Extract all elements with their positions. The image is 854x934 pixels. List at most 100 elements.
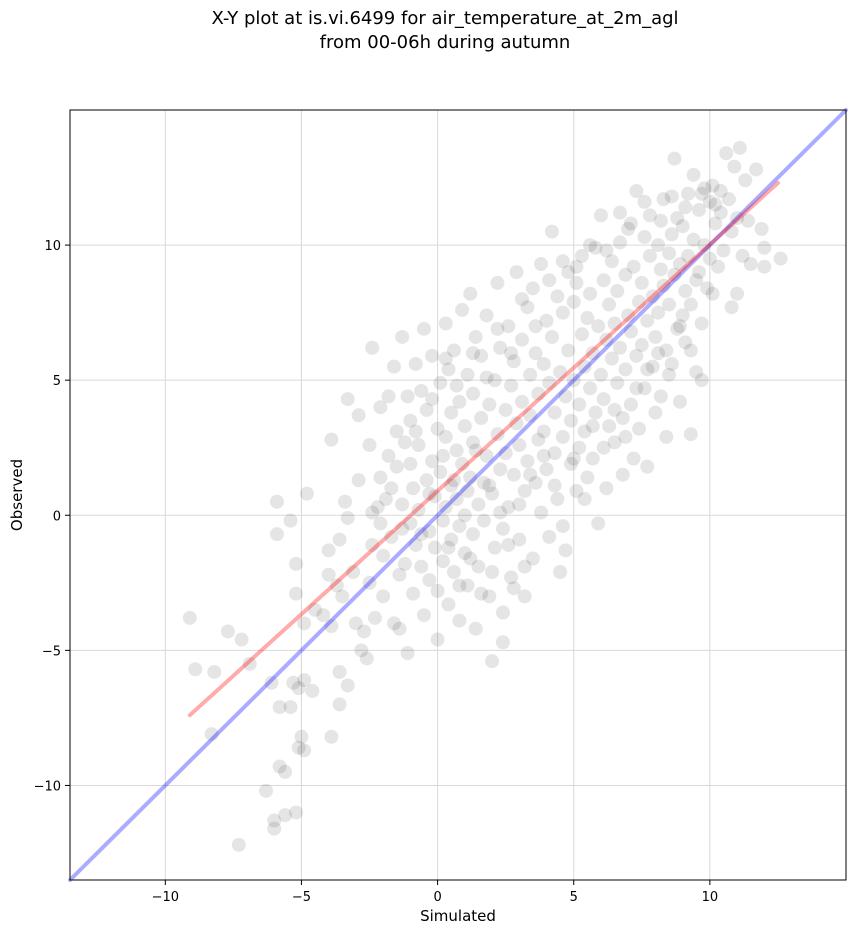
scatter-point: [479, 448, 494, 463]
scatter-point: [566, 294, 581, 309]
scatter-point: [694, 186, 709, 201]
scatter-point: [672, 319, 687, 334]
scatter-point: [553, 565, 568, 579]
scatter-point: [384, 529, 399, 544]
scatter-point: [460, 578, 475, 593]
scatter-point: [474, 411, 489, 425]
scatter-point: [288, 586, 303, 601]
scatter-point: [487, 373, 502, 388]
scatter-point: [506, 581, 521, 596]
scatter-point: [645, 359, 660, 374]
scatter-point: [621, 221, 636, 236]
scatter-point: [446, 343, 461, 358]
scatter-point: [446, 565, 461, 579]
scatter-point: [738, 173, 753, 188]
scatter-point: [525, 551, 540, 566]
scatter-point: [308, 602, 323, 617]
scatter-point: [288, 805, 303, 820]
scatter-point: [267, 813, 282, 828]
scatter-point: [272, 759, 287, 774]
scatter-point: [670, 321, 685, 336]
scatter-point: [681, 248, 696, 263]
scatter-point: [493, 462, 508, 477]
scatter-point: [449, 443, 464, 458]
scatter-point: [392, 621, 407, 636]
scatter-point: [542, 375, 557, 390]
scatter-point: [269, 527, 284, 542]
scatter-point: [686, 232, 701, 247]
scatter-point: [457, 508, 472, 523]
scatter-point: [506, 467, 521, 482]
scatter-point: [479, 370, 494, 385]
scatter-point: [438, 351, 453, 366]
scatter-point: [626, 259, 641, 274]
scatter-point: [485, 565, 500, 579]
scatter-point: [370, 500, 385, 515]
scatter-point: [547, 446, 562, 461]
scatter-point: [471, 497, 486, 512]
scatter-point: [182, 610, 197, 625]
scatter-point: [711, 259, 726, 274]
scatter-point: [430, 421, 445, 436]
scatter-point: [749, 162, 764, 177]
scatter-point: [514, 332, 529, 347]
scatter-point: [332, 532, 347, 547]
scatter-point: [411, 502, 426, 517]
scatter-point: [316, 608, 331, 623]
scatter-point: [381, 448, 396, 463]
x-tick-label: 10: [702, 890, 719, 905]
scatter-point: [408, 424, 423, 439]
scatter-point: [400, 389, 415, 404]
scatter-point: [490, 275, 505, 290]
scatter-point: [531, 432, 546, 447]
scatter-point: [297, 616, 312, 631]
y-axis-ticks: −10 −5 0 5 10: [34, 239, 70, 794]
scatter-point: [474, 586, 489, 601]
scatter-point: [493, 340, 508, 355]
scatter-point: [509, 416, 524, 431]
scatter-point: [397, 435, 412, 450]
scatter-point: [555, 519, 570, 534]
scatter-point: [591, 516, 606, 531]
scatter-point: [604, 351, 619, 366]
scatter-point: [501, 319, 516, 334]
scatter-point: [653, 262, 668, 277]
scatter-point: [220, 624, 235, 639]
scatter-point: [623, 397, 638, 412]
scatter-point: [743, 257, 758, 271]
scatter-point: [430, 583, 445, 598]
scatter-point: [414, 383, 429, 398]
scatter-point: [395, 497, 410, 512]
scatter-point: [517, 589, 532, 604]
scatter-point: [490, 321, 505, 336]
scatter-point: [474, 348, 489, 363]
scatter-point: [406, 481, 421, 496]
scatter-point: [389, 459, 404, 474]
scatter-point: [501, 500, 516, 515]
scatter-point: [457, 419, 472, 434]
scatter-point: [773, 251, 788, 266]
scatter-point: [558, 389, 573, 404]
scatter-point: [689, 273, 704, 288]
scatter-point: [702, 251, 717, 266]
scatter-point: [373, 516, 388, 531]
scatter-point: [542, 529, 557, 544]
scatter-point: [365, 505, 380, 520]
scatter-point: [411, 438, 426, 453]
identity-line: [68, 108, 848, 882]
scatter-point: [675, 219, 690, 234]
scatter-point: [482, 589, 497, 604]
scatter-point: [583, 286, 598, 301]
scatter-point: [452, 394, 467, 409]
scatter-point: [288, 556, 303, 571]
scatter-point: [667, 267, 682, 282]
scatter-point: [691, 202, 706, 217]
scatter-point: [471, 559, 486, 574]
scatter-point: [705, 178, 720, 193]
scatter-point: [648, 405, 663, 420]
scatter-point: [656, 278, 671, 293]
scatter-point: [269, 494, 284, 509]
scatter-point: [465, 527, 480, 542]
scatter-point: [367, 610, 382, 625]
scatter-point: [294, 729, 309, 744]
